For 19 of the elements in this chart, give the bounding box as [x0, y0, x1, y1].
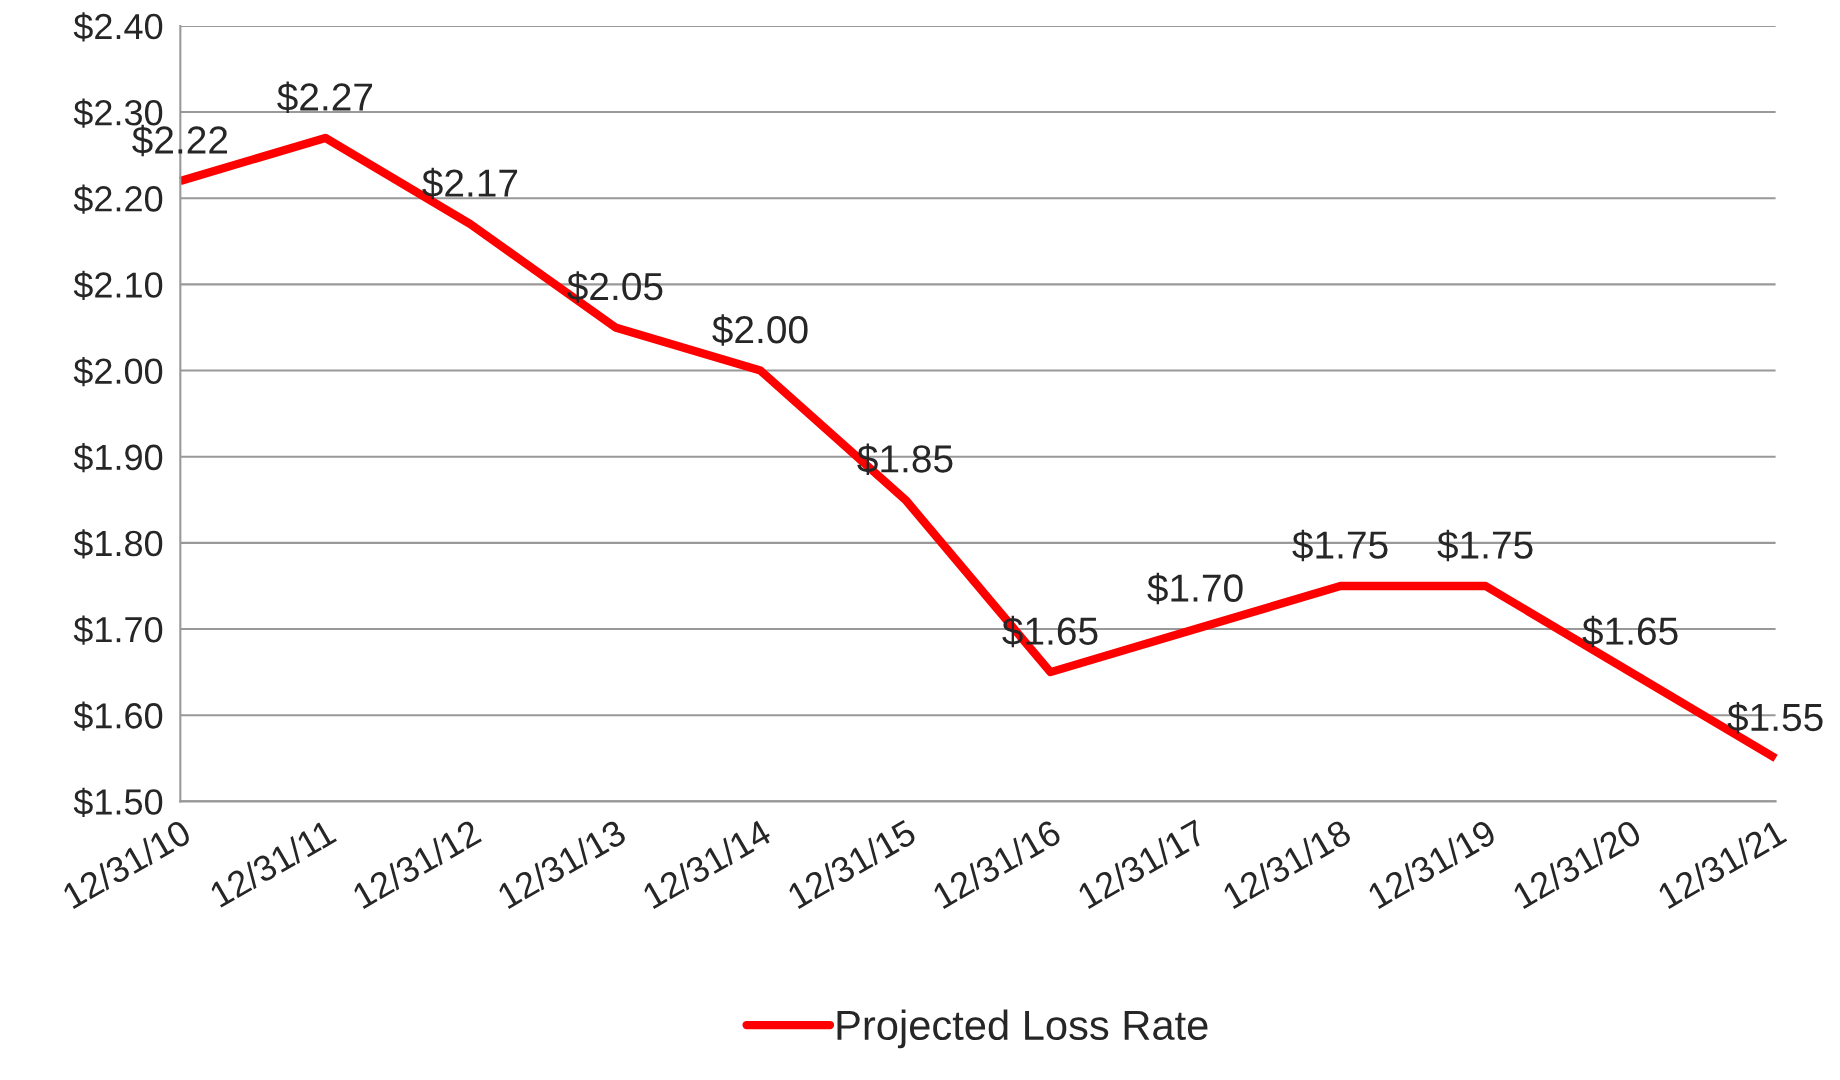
y-tick-label: $2.40: [73, 12, 163, 42]
y-tick-label: $1.70: [73, 615, 163, 645]
y-tick-label: $2.20: [73, 184, 163, 214]
text: $2.27: [277, 81, 373, 114]
legend-label: Projected Loss Rate: [837, 1009, 1208, 1049]
text: $2.17: [422, 167, 518, 200]
text: $1.55: [1727, 701, 1823, 734]
text: $1.75: [1437, 529, 1533, 562]
text: $2.05: [567, 271, 663, 303]
y-tick-label: $2.00: [73, 356, 163, 387]
text: $1.70: [1147, 572, 1243, 605]
y-tick-label: $1.60: [73, 701, 163, 731]
y-tick-label: $1.50: [73, 787, 163, 817]
y-tick-label: $1.90: [73, 443, 163, 473]
text: $1.65: [1582, 615, 1678, 648]
y-tick-label: $1.80: [73, 529, 163, 559]
text: $2.00: [712, 314, 808, 346]
text: $1.75: [1292, 529, 1388, 562]
y-tick-label: $2.10: [73, 270, 163, 300]
